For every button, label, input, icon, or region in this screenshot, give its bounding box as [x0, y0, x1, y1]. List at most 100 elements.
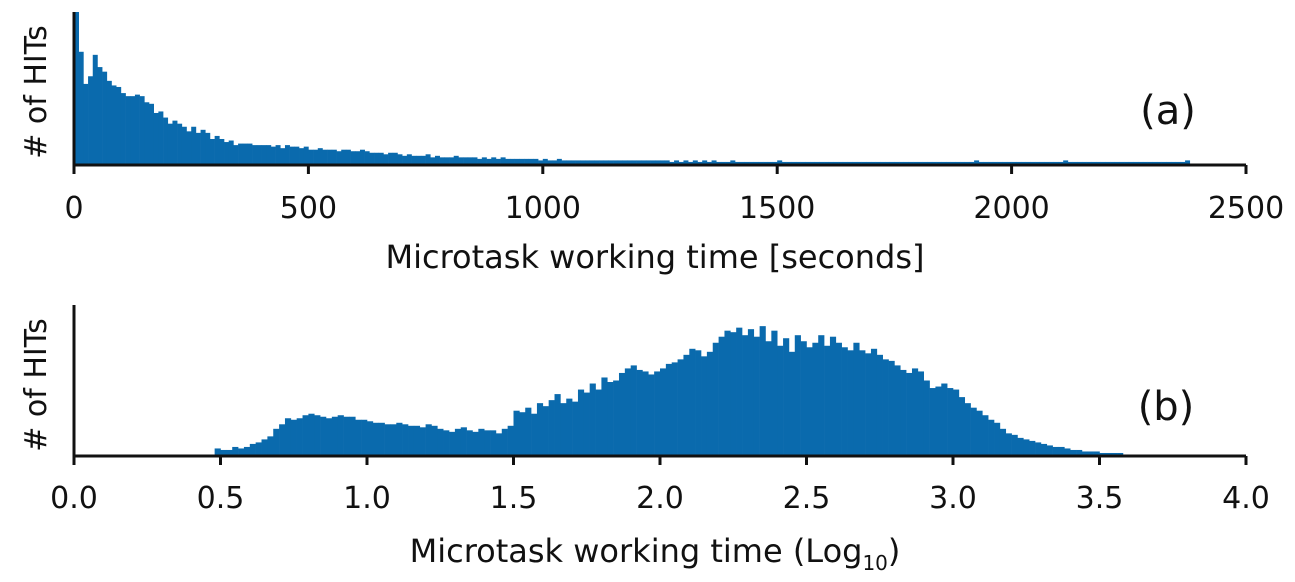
histogram-bar-a: [528, 158, 534, 165]
histogram-bar-a: [552, 160, 558, 165]
histogram-bar-a: [247, 143, 253, 165]
histogram-bar-a: [341, 149, 347, 165]
histogram-bar-b: [947, 388, 954, 456]
histogram-bar-a: [275, 145, 281, 165]
histogram-bar-a: [885, 161, 891, 165]
x-tick-label-b: 2.0: [636, 481, 684, 516]
histogram-bar-a: [378, 152, 384, 165]
histogram-bar-b: [501, 428, 508, 456]
histogram-bar-a: [903, 161, 909, 165]
histogram-bar-a: [566, 160, 572, 165]
histogram-bar-b: [331, 416, 338, 456]
histogram-bar-a: [641, 160, 647, 165]
histogram-bar-b: [999, 428, 1007, 456]
histogram-bar-b: [296, 418, 303, 456]
histogram-bar-a: [594, 160, 600, 165]
histogram-bar-b: [554, 394, 561, 456]
histogram-bar-a: [388, 152, 394, 165]
histogram-bar-a: [1152, 161, 1158, 165]
histogram-bar-b: [994, 422, 1001, 456]
histogram-bar-a: [299, 148, 305, 165]
histogram-bar-b: [1040, 443, 1048, 456]
histogram-bar-a: [1128, 161, 1134, 165]
histogram-bar-a: [374, 152, 380, 165]
histogram-bar-a: [177, 123, 183, 165]
histogram-bar-b: [859, 350, 866, 456]
histogram-bar-a: [1077, 161, 1083, 165]
histogram-bar-b: [601, 377, 608, 456]
histogram-bar-b: [531, 413, 538, 456]
histogram-bar-b: [1093, 451, 1100, 456]
histogram-bars-a: [74, 12, 1191, 166]
histogram-bar-b: [1111, 452, 1118, 456]
histogram-bar-b: [618, 372, 626, 456]
histogram-bar-a: [688, 161, 694, 165]
histogram-bar-b: [753, 336, 760, 456]
histogram-bar-a: [280, 148, 286, 165]
histogram-bar-a: [664, 160, 670, 165]
histogram-bar-b: [267, 436, 274, 456]
histogram-bar-a: [266, 145, 272, 165]
histogram-bar-b: [583, 392, 590, 456]
histogram-bar-a: [1147, 161, 1153, 165]
histogram-bar-a: [735, 161, 740, 165]
x-tick-label-b: 2.5: [783, 481, 831, 516]
histogram-bar-a: [336, 151, 342, 165]
histogram-bar-b: [249, 443, 256, 456]
histogram-bar-b: [847, 350, 854, 456]
histogram-bar-b: [232, 446, 239, 456]
histogram-bar-b: [660, 368, 667, 456]
histogram-bar-a: [472, 157, 478, 165]
histogram-bar-a: [434, 155, 440, 165]
histogram-bar-a: [294, 146, 300, 165]
histogram-bar-b: [402, 424, 409, 456]
histogram-bar-b: [630, 365, 637, 456]
histogram-bar-a: [542, 158, 548, 165]
histogram-bar-b: [536, 403, 544, 456]
histogram-bar-b: [976, 410, 983, 456]
histogram-bar-a: [1016, 161, 1022, 165]
histogram-bar-b: [982, 415, 989, 456]
histogram-bar-a: [922, 161, 928, 165]
histogram-bar-b: [929, 388, 936, 456]
histogram-bar-b: [613, 380, 620, 456]
histogram-bar-b: [425, 424, 432, 456]
histogram-bar-b: [771, 330, 778, 456]
histogram-bar-b: [449, 431, 456, 456]
histogram-bar-a: [392, 152, 398, 165]
histogram-bar-a: [889, 161, 895, 165]
histogram-bar-a: [763, 161, 769, 165]
histogram-bar-a: [495, 158, 501, 165]
histogram-bar-a: [313, 149, 319, 165]
histogram-bar-a: [425, 154, 431, 165]
histogram-bar-a: [1086, 161, 1092, 165]
histogram-bar-b: [829, 336, 837, 456]
histogram-bar-a: [308, 149, 314, 165]
histogram-bar-b: [747, 329, 755, 456]
histogram-bar-b: [548, 400, 555, 456]
histogram-bar-a: [1100, 161, 1106, 165]
histogram-bar-b: [1064, 448, 1071, 456]
histogram-bar-a: [974, 160, 980, 165]
histogram-bar-a: [491, 157, 497, 165]
histogram-bar-a: [608, 160, 614, 165]
histogram-bar-b: [1023, 439, 1030, 456]
histogram-bar-a: [899, 161, 905, 165]
histogram-bar-a: [149, 103, 154, 165]
histogram-bar-a: [678, 161, 684, 165]
histogram-bar-b: [818, 335, 825, 456]
histogram-bar-b: [1058, 446, 1065, 456]
histogram-bar-a: [950, 161, 956, 165]
histogram-bar-a: [1006, 161, 1012, 165]
histogram-bar-a: [1175, 161, 1181, 165]
x-tick-label-b: 1.5: [490, 481, 538, 516]
histogram-bar-b: [431, 425, 438, 456]
histogram-bar-a: [102, 71, 108, 165]
histogram-bar-b: [730, 332, 737, 456]
histogram-bar-a: [369, 152, 375, 165]
histogram-bar-a: [322, 149, 328, 165]
x-axis-label-b: Microtask working time (Log10): [410, 532, 901, 575]
histogram-bar-b: [853, 342, 860, 456]
histogram-bar-b: [894, 365, 901, 456]
histogram-bar-b: [1035, 442, 1042, 456]
